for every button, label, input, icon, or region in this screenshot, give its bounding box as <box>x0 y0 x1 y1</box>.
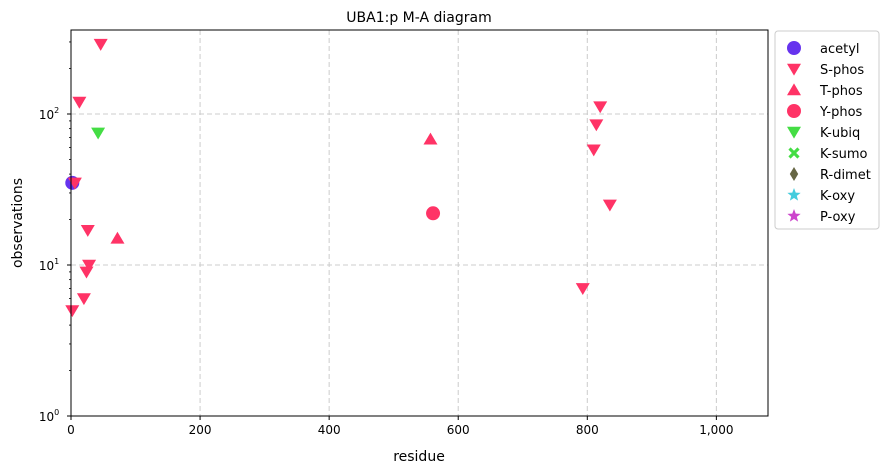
x-tick-label: 1,000 <box>699 423 733 437</box>
data-point-K-ubiq <box>91 127 106 140</box>
legend-label: Y-phos <box>819 105 863 120</box>
legend-label: K-ubiq <box>820 126 860 141</box>
data-point-S-phos <box>79 266 94 279</box>
legend-marker-S-phos <box>787 63 801 76</box>
legend-marker-K-ubiq <box>787 126 801 139</box>
data-point-T-phos <box>423 132 438 145</box>
legend-label: S-phos <box>820 63 864 78</box>
legend-box <box>774 30 880 230</box>
data-point-S-phos <box>589 119 604 132</box>
x-tick-label: 0 <box>67 423 75 437</box>
axis-ticks: 0 200 400 600 800 1,000 100 101 102 <box>39 41 734 437</box>
x-tick-label: 200 <box>189 423 212 437</box>
data-point-S-phos <box>575 283 590 296</box>
data-point-S-phos <box>93 38 108 51</box>
x-axis-label: residue <box>393 449 445 465</box>
legend-label: acetyl <box>820 42 860 57</box>
data-points <box>65 38 617 318</box>
data-point-T-phos <box>110 231 125 244</box>
legend-marker-T-phos <box>787 83 801 96</box>
legend: acetyl S-phos T-phos Y-phos K-ubiq K-sumo R-di… <box>774 30 880 230</box>
legend-marker-P-oxy <box>787 209 801 222</box>
y-tick-label: 102 <box>39 106 59 122</box>
legend-label: K-sumo <box>820 147 868 162</box>
data-point-S-phos <box>65 305 80 318</box>
data-point-S-phos <box>76 293 91 306</box>
legend-label: K-oxy <box>820 189 855 204</box>
data-point-S-phos <box>72 96 87 109</box>
grid <box>71 30 768 416</box>
legend-label: P-oxy <box>820 210 856 225</box>
plot-frame <box>70 29 769 417</box>
y-tick-label: 101 <box>39 257 59 273</box>
y-axis-label: observations <box>10 178 26 268</box>
x-tick-label: 800 <box>576 423 599 437</box>
legend-label: T-phos <box>819 84 863 99</box>
data-point-S-phos <box>593 101 608 114</box>
data-point-S-phos <box>82 259 97 272</box>
legend-marker-R-dimet <box>789 167 799 181</box>
x-tick-label: 400 <box>318 423 341 437</box>
legend-marker-K-sumo <box>788 147 800 159</box>
data-point-S-phos <box>80 224 95 237</box>
data-point-S-phos <box>586 144 601 157</box>
chart-title: UBA1:p M-A diagram <box>346 10 491 26</box>
legend-label: R-dimet <box>820 168 871 183</box>
x-tick-label: 600 <box>447 423 470 437</box>
data-point-Y-phos <box>426 206 441 221</box>
data-point-S-phos <box>602 199 617 212</box>
y-tick-label: 100 <box>39 408 59 424</box>
legend-marker-Y-phos <box>787 104 801 118</box>
legend-marker-K-oxy <box>787 188 801 201</box>
legend-marker-acetyl <box>787 41 801 55</box>
